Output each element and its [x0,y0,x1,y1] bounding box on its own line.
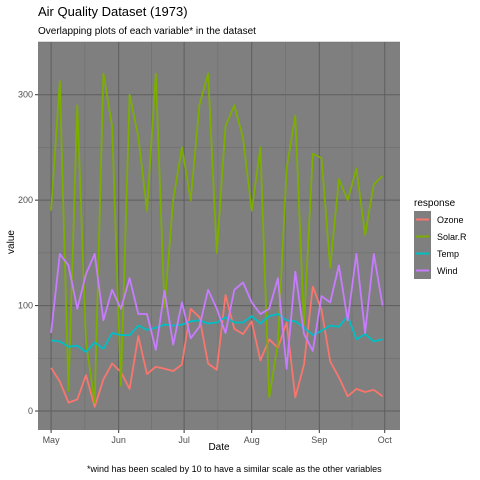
x-axis-title: Date [208,442,230,453]
y-tick-label: 100 [18,301,33,311]
y-axis-title: value [6,230,17,254]
y-tick-label: 200 [18,195,33,205]
y-tick-label: 300 [18,90,33,100]
series-line-solar-r [50,72,384,404]
legend-label-wind: Wind [437,266,458,276]
series-line-ozone [50,285,384,408]
x-tick-label: Jul [178,435,190,445]
chart-caption: *wind has been scaled by 10 to have a si… [87,464,382,474]
legend-label-solar-r: Solar.R [437,232,467,242]
x-tick-label: May [43,435,61,445]
chart-subtitle: Overlapping plots of each variable* in t… [38,26,256,37]
x-tick-label: Sep [311,435,327,445]
data-lines [50,72,384,408]
y-axis: 0 100 200 300 [18,90,38,416]
x-axis: May Jun Jul Aug Sep Oct [43,430,393,445]
legend-title: response [414,198,456,209]
legend: response Ozone Solar.R Temp Wind [414,198,467,279]
chart-title: Air Quality Dataset (1973) [38,4,188,19]
series-line-wind [50,252,384,370]
plot-panel [38,42,400,430]
x-tick-label: Aug [244,435,260,445]
legend-label-ozone: Ozone [437,215,464,225]
grid-lines [38,41,400,430]
y-tick-label: 0 [28,406,33,416]
x-tick-label: Oct [378,435,393,445]
x-tick-label: Jun [111,435,126,445]
series-line-temp [50,313,383,353]
legend-label-temp: Temp [437,249,459,259]
